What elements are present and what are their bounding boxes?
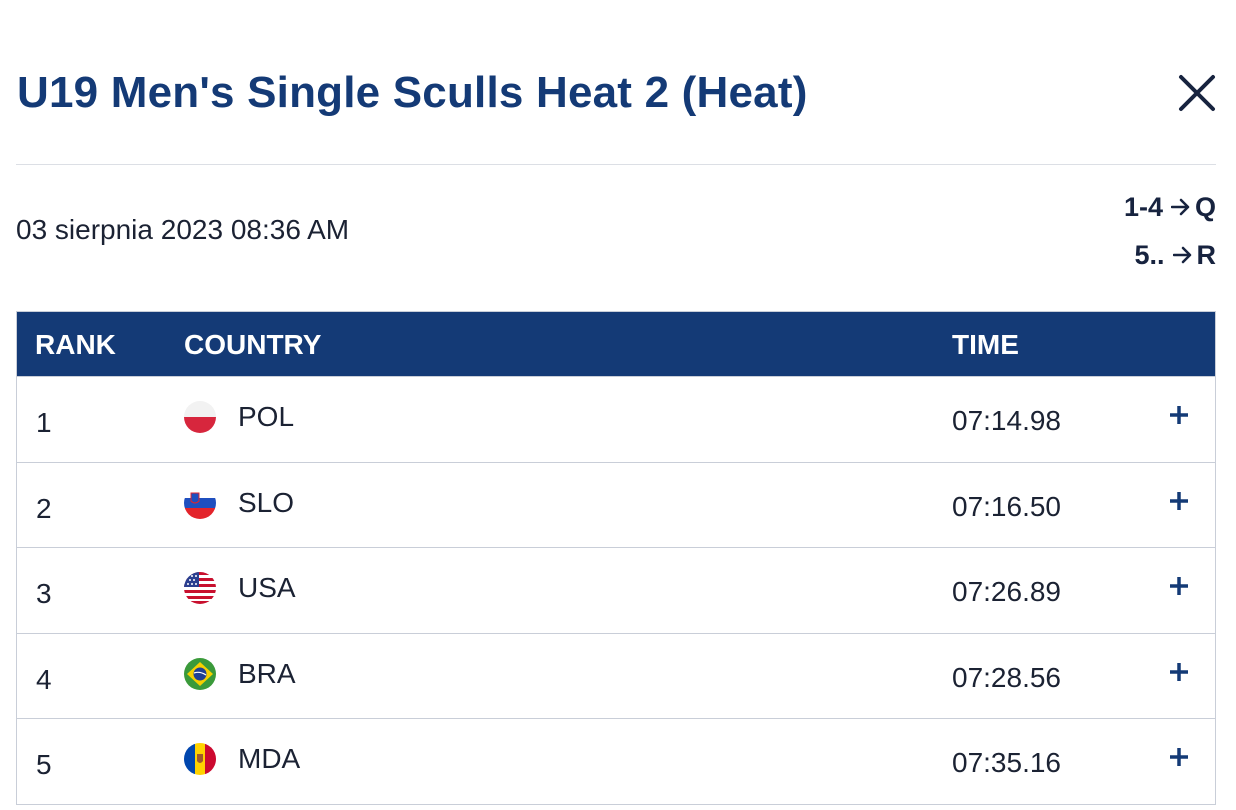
country-cell: BRA (238, 657, 296, 689)
brazil-flag-icon (184, 657, 216, 690)
table-row: 1 POL 07:14.98 (17, 376, 1215, 462)
rank-cell: 4 (36, 663, 52, 695)
header-country: COUNTRY (184, 329, 322, 360)
close-icon (1179, 75, 1215, 111)
moldova-flag-icon (184, 743, 216, 775)
rank-cell: 1 (36, 407, 52, 438)
expand-plus-icon[interactable] (1165, 487, 1193, 515)
progression-to: R (1196, 239, 1217, 270)
header-rank: RANK (35, 329, 116, 360)
progression-from: 5.. (1134, 239, 1165, 270)
slovenia-flag-icon (184, 486, 216, 519)
progression-to: Q (1194, 191, 1216, 222)
progression-rule: 5.. R (1124, 238, 1216, 272)
poland-flag-icon (184, 401, 216, 433)
time-cell: 07:26.89 (952, 576, 1061, 607)
header-divider (16, 164, 1216, 165)
rank-cell: 2 (36, 492, 52, 524)
country-cell: USA (238, 572, 296, 603)
expand-plus-icon[interactable] (1165, 401, 1193, 429)
expand-plus-icon[interactable] (1165, 743, 1193, 771)
arrow-right-icon (1172, 246, 1193, 264)
expand-plus-icon[interactable] (1165, 658, 1193, 686)
page-title: U19 Men's Single Sculls Heat 2 (Heat) (17, 68, 808, 117)
country-cell: POL (238, 401, 295, 432)
table-row: 4 BRA 07:28.56 (17, 632, 1215, 718)
usa-flag-icon (184, 572, 216, 604)
arrow-right-icon (1170, 198, 1191, 216)
country-cell: MDA (238, 743, 301, 774)
time-cell: 07:16.50 (952, 490, 1061, 522)
table-row: 2 SLO 07:16.50 (17, 461, 1215, 547)
time-cell: 07:14.98 (952, 405, 1061, 436)
rank-cell: 5 (36, 749, 52, 780)
expand-plus-icon[interactable] (1165, 572, 1193, 600)
results-table: RANK COUNTRY TIME 1 POL 07:14.98 2 SLO 0… (16, 311, 1216, 805)
country-cell: SLO (238, 486, 295, 518)
close-button[interactable] (1174, 70, 1220, 116)
time-cell: 07:28.56 (952, 661, 1061, 693)
table-row: 3 USA 07:26.89 (17, 547, 1215, 633)
progression-rule: 1-4 Q (1124, 190, 1216, 224)
rank-cell: 3 (36, 578, 52, 609)
table-row: 5 MDA 07:35.16 (17, 718, 1215, 804)
time-cell: 07:35.16 (952, 747, 1061, 778)
progression-from: 1-4 (1123, 191, 1163, 222)
table-header: RANK COUNTRY TIME (17, 312, 1215, 376)
progression-rules: 1-4 Q 5.. R (1124, 190, 1216, 286)
header-time: TIME (952, 329, 1019, 360)
race-datetime: 03 sierpnia 2023 08:36 AM (16, 214, 350, 245)
